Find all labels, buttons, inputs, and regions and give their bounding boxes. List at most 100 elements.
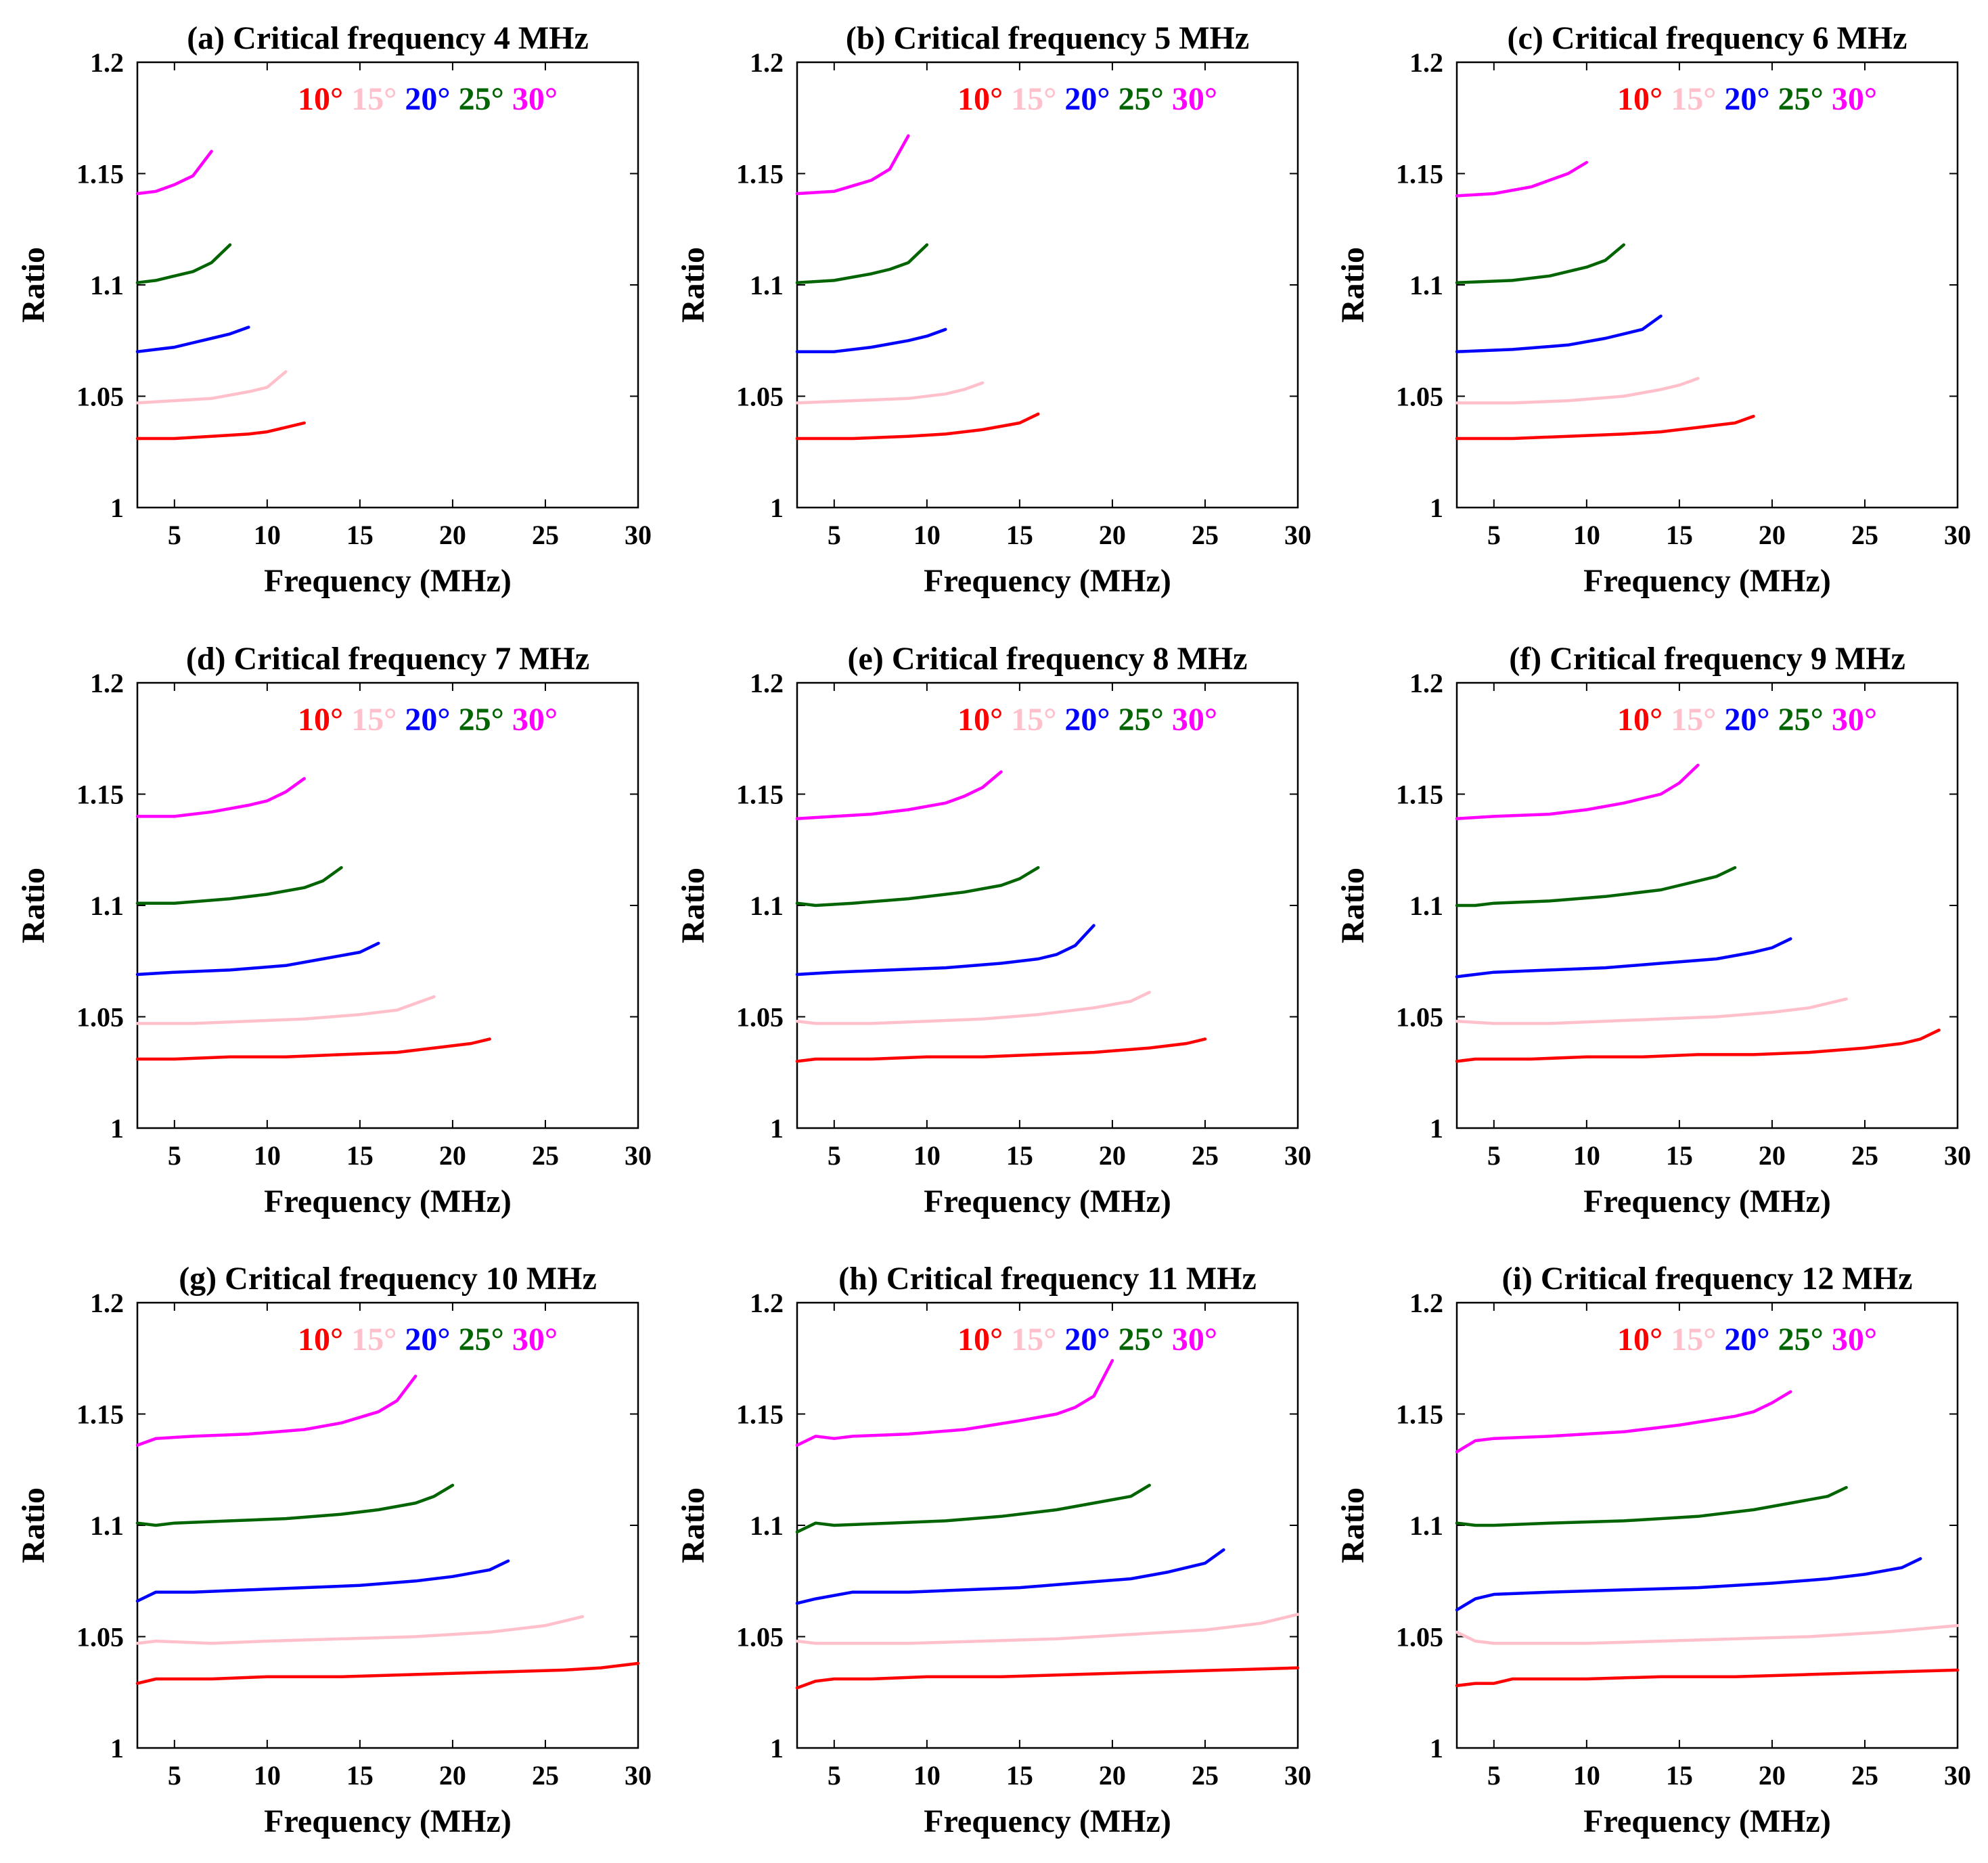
legend-entry: 15° (1671, 1322, 1716, 1357)
axes-box (796, 681, 1299, 1129)
y-tick-label: 1.1 (750, 891, 784, 921)
legend-entry: 20° (1724, 81, 1769, 117)
series-line-20deg (1455, 314, 1663, 353)
x-tick-label: 25 (532, 520, 559, 550)
series-line-10deg (1455, 1028, 1941, 1063)
legend-entry: 10° (298, 702, 343, 738)
x-tick-label: 25 (1851, 1760, 1878, 1791)
x-tick-label: 10 (254, 1760, 281, 1791)
y-tick-label: 1.2 (750, 47, 784, 78)
panel-3: (c) Critical frequency 6 MHz 5 10 15 20 25 30 1… (1335, 20, 1971, 599)
chart-title: (b) Critical frequency 5 MHz (846, 20, 1249, 56)
y-tick-label: 1 (110, 1113, 124, 1144)
legend-entry: 25° (459, 81, 504, 117)
y-tick-label: 1.2 (750, 668, 784, 698)
x-tick-label: 30 (1284, 520, 1311, 550)
x-tick-label: 15 (1006, 1760, 1033, 1791)
series-line-15deg (135, 995, 436, 1025)
chart-title: (a) Critical frequency 4 MHz (187, 20, 589, 56)
legend-entry: 20° (1724, 702, 1769, 738)
x-tick-label: 25 (1192, 520, 1219, 550)
x-tick-label: 10 (254, 1140, 281, 1171)
y-tick-label: 1.2 (90, 668, 124, 698)
x-tick-label: 5 (1487, 520, 1501, 550)
series-line-30deg (795, 134, 910, 196)
legend-entry: 30° (512, 702, 558, 738)
x-axis-label: Frequency (MHz) (924, 563, 1171, 599)
series-line-15deg (135, 370, 288, 405)
x-axis-label: Frequency (MHz) (924, 1803, 1171, 1839)
series-line-25deg (1455, 866, 1737, 907)
legend-entry: 30° (1832, 81, 1877, 117)
x-tick-label: 5 (168, 1140, 181, 1171)
legend: 10° 15° 20° 25° 30° (957, 1322, 1217, 1357)
y-tick-label: 1 (1430, 1733, 1443, 1764)
x-tick-label: 10 (1573, 520, 1600, 550)
x-tick-label: 5 (828, 1760, 841, 1791)
y-tick-label: 1.05 (736, 382, 784, 412)
legend-entry: 30° (1172, 702, 1217, 738)
panel-2: (b) Critical frequency 5 MHz 5 10 15 20 25 30 1… (675, 20, 1311, 599)
series-line-10deg (795, 412, 1040, 441)
x-tick-label: 30 (1944, 520, 1971, 550)
x-tick-label: 25 (1192, 1140, 1219, 1171)
y-tick-label: 1.15 (1396, 780, 1443, 810)
y-tick-label: 1.2 (750, 1288, 784, 1318)
legend-entry: 25° (1778, 1322, 1824, 1357)
series-line-30deg (135, 150, 213, 196)
legend-entry: 15° (1671, 702, 1716, 738)
series-line-10deg (1455, 1668, 1960, 1688)
x-tick-label: 30 (625, 1140, 652, 1171)
series-line-10deg (795, 1037, 1207, 1063)
legend-entry: 25° (1119, 1322, 1164, 1357)
legend-entry: 20° (405, 1322, 450, 1357)
legend-entry: 25° (1119, 702, 1164, 738)
x-tick-label: 20 (439, 1760, 466, 1791)
x-tick-label: 20 (1099, 520, 1126, 550)
series-line-15deg (795, 991, 1151, 1025)
series-line-25deg (135, 1483, 455, 1527)
y-tick-label: 1.15 (1396, 1399, 1443, 1430)
chart-title: (i) Critical frequency 12 MHz (1502, 1261, 1913, 1297)
series-line-30deg (795, 1359, 1114, 1447)
legend-entry: 15° (351, 81, 397, 117)
x-tick-label: 30 (625, 1760, 652, 1791)
series-line-10deg (795, 1666, 1300, 1690)
x-tick-label: 15 (1666, 1760, 1693, 1791)
x-tick-label: 25 (1851, 1140, 1878, 1171)
axes-box (136, 61, 639, 509)
y-tick-label: 1.05 (76, 382, 124, 412)
legend: 10° 15° 20° 25° 30° (1617, 1322, 1877, 1357)
x-axis-label: Frequency (MHz) (1583, 1184, 1831, 1219)
x-tick-label: 25 (1851, 520, 1878, 550)
y-tick-label: 1 (770, 1113, 784, 1144)
y-tick-label: 1.15 (736, 159, 784, 189)
x-tick-label: 30 (1284, 1140, 1311, 1171)
y-axis-label: Ratio (1335, 868, 1371, 943)
legend-entry: 20° (1064, 81, 1110, 117)
series-line-15deg (795, 1613, 1300, 1645)
legend-entry: 30° (512, 81, 558, 117)
series-line-25deg (1455, 243, 1625, 284)
x-tick-label: 15 (346, 1140, 374, 1171)
chart-title: (h) Critical frequency 11 MHz (838, 1261, 1257, 1297)
x-tick-label: 10 (1573, 1140, 1600, 1171)
y-tick-label: 1.2 (1409, 47, 1443, 78)
series-line-20deg (795, 924, 1095, 977)
x-tick-label: 20 (1759, 1140, 1786, 1171)
legend: 10° 15° 20° 25° 30° (298, 1322, 558, 1357)
panel-1: (a) Critical frequency 4 MHz 5 10 15 20 25 30 1… (16, 20, 652, 599)
panel-5: (e) Critical frequency 8 MHz 5 10 15 20 25 30 1… (675, 641, 1311, 1219)
x-tick-label: 20 (1099, 1760, 1126, 1791)
y-axis-label: Ratio (675, 868, 711, 943)
x-tick-label: 20 (439, 520, 466, 550)
legend: 10° 15° 20° 25° 30° (298, 702, 558, 738)
series-line-10deg (1455, 414, 1755, 441)
series-line-20deg (135, 1559, 510, 1603)
panel-6: (f) Critical frequency 9 MHz 5 10 15 20 25 30 1… (1335, 641, 1971, 1219)
series-line-10deg (135, 421, 306, 441)
legend-entry: 10° (1617, 81, 1663, 117)
legend: 10° 15° 20° 25° 30° (957, 81, 1217, 117)
panel-9: (i) Critical frequency 12 MHz 5 10 15 20 25 30… (1335, 1261, 1971, 1839)
legend: 10° 15° 20° 25° 30° (1617, 81, 1877, 117)
